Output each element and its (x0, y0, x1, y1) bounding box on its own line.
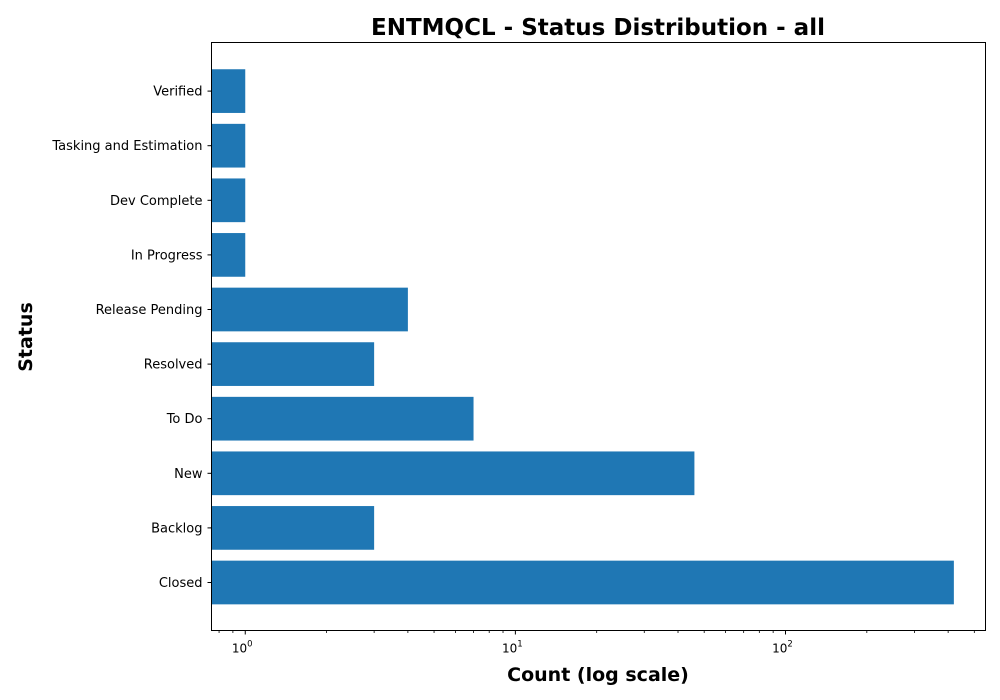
bar-tasking-and-estimation (211, 123, 246, 168)
y-axis-title: Status (15, 302, 37, 372)
x-tick-label: 102 (772, 640, 793, 656)
y-tick-label: Closed (159, 576, 203, 591)
chart-title: ENTMQCL - Status Distribution - all (371, 15, 825, 41)
bar-closed (211, 560, 954, 605)
y-axis: Closed Backlog New To Do Resolved Release Pen… (51, 85, 212, 591)
bar-resolved (211, 342, 375, 386)
y-tick-label: Release Pending (96, 303, 203, 318)
y-tick-label: Backlog (151, 521, 202, 536)
y-tick-label: Tasking and Estimation (51, 139, 202, 154)
bar-verified (211, 69, 246, 113)
x-axis: 100 101 102 (218, 630, 975, 656)
bar-release-pending (211, 287, 408, 332)
y-tick-label: In Progress (131, 248, 203, 263)
y-tick-label: New (174, 467, 203, 482)
bar-new (211, 451, 695, 496)
x-axis-title: Count (log scale) (507, 664, 689, 686)
plot-frame (211, 42, 986, 631)
bar-backlog (211, 506, 375, 550)
x-tick-label: 100 (232, 640, 253, 656)
y-tick-label: Verified (153, 85, 202, 100)
bar-dev-complete (211, 178, 246, 223)
bar-to-do (211, 396, 474, 441)
y-tick-label: Resolved (144, 358, 203, 373)
bar-in-progress (211, 233, 246, 277)
y-tick-label: To Do (166, 412, 203, 427)
bars-group (211, 69, 954, 605)
y-tick-label: Dev Complete (110, 194, 203, 209)
x-tick-label: 101 (502, 640, 523, 656)
